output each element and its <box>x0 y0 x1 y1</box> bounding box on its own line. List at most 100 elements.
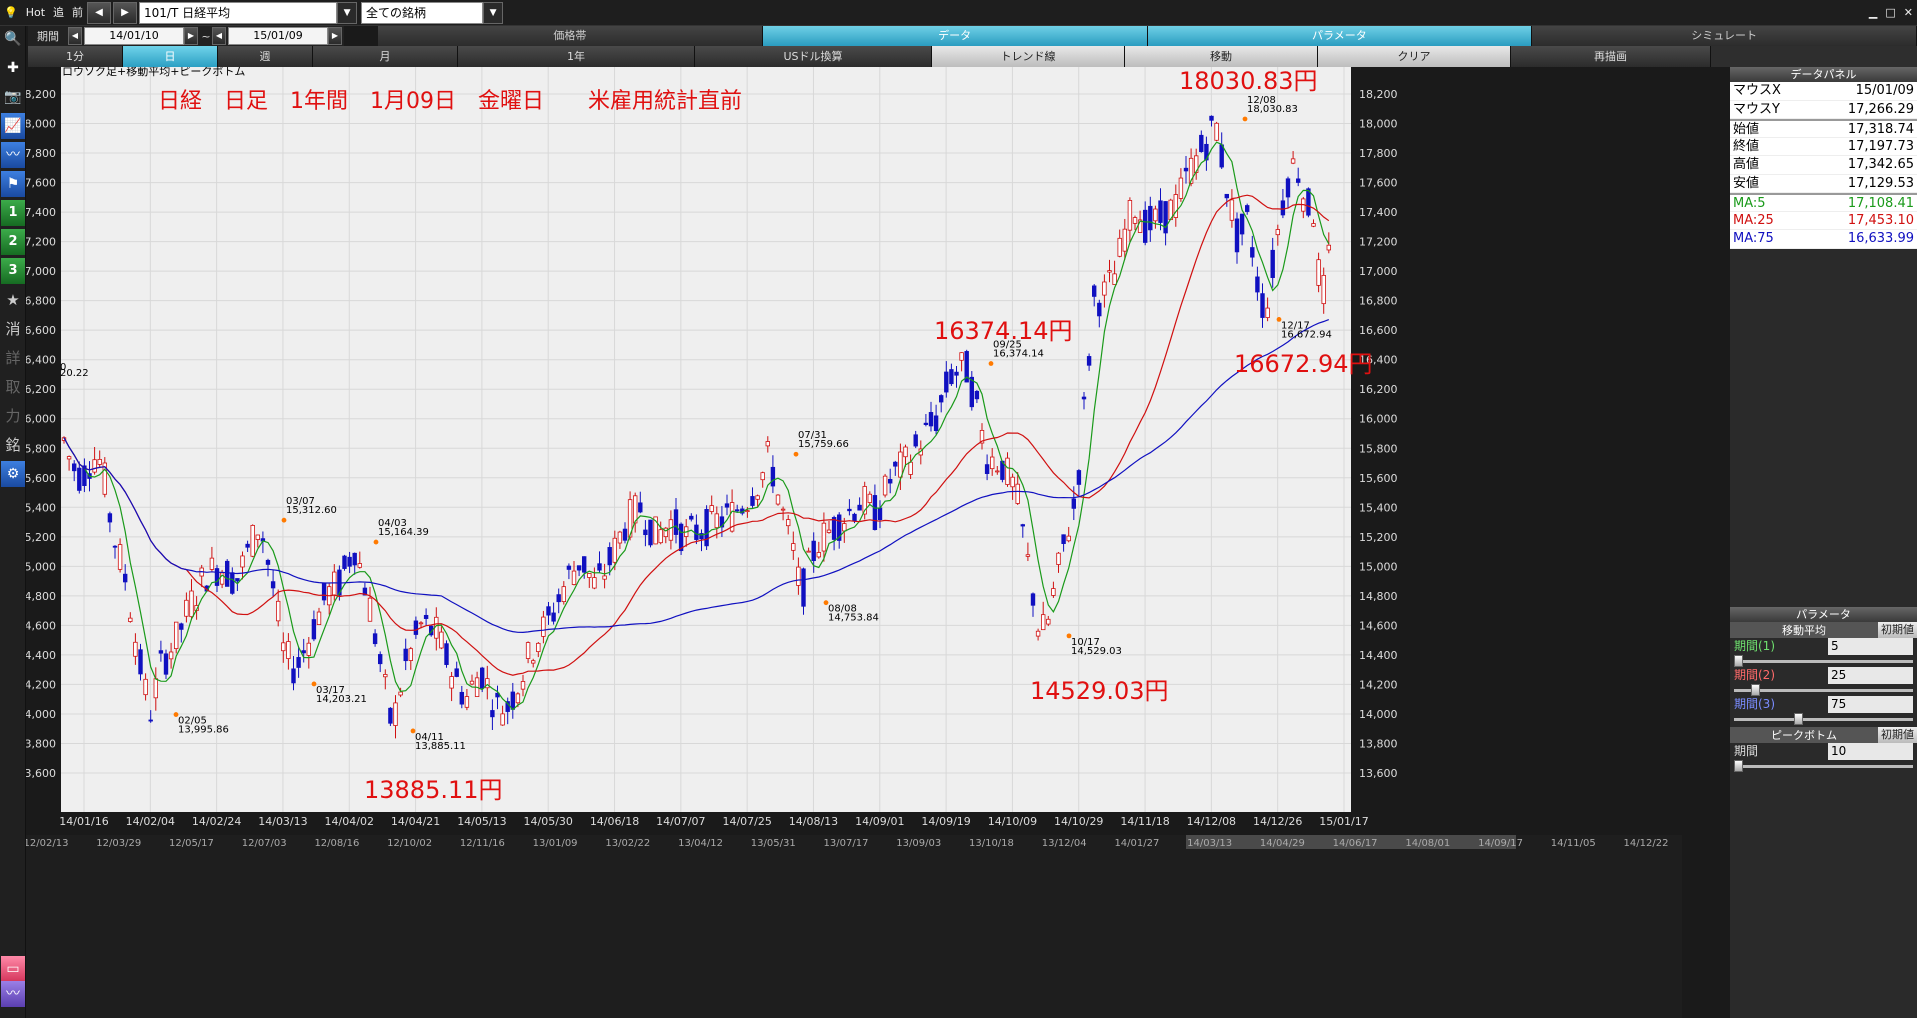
candle-body <box>1173 194 1178 218</box>
pb-reset-button[interactable]: 初期値 <box>1878 727 1917 743</box>
candle-body <box>128 617 133 622</box>
y-tick-label-left: 16,800 <box>26 295 56 308</box>
ma-period-input[interactable]: 75 <box>1828 696 1913 713</box>
candle-body <box>699 533 704 540</box>
candle-body <box>969 376 974 408</box>
side-char-2[interactable]: 詳 <box>5 349 21 367</box>
ma-period-input[interactable]: 25 <box>1828 667 1913 684</box>
subtab-8[interactable]: クリア <box>1318 46 1511 67</box>
candle-body <box>1066 535 1071 542</box>
x-tick-label: 14/12/26 <box>1253 815 1302 828</box>
subtab-6[interactable]: トレンド線 <box>932 46 1125 67</box>
peak-marker <box>1066 633 1072 639</box>
close-icon[interactable]: ✕ <box>1903 5 1913 19</box>
candle-body <box>663 527 668 538</box>
ma-periods: 期間(1) 5 期間(2) 25 期間(3) 75 <box>1730 638 1917 725</box>
y-tick-label-left: 15,400 <box>26 501 56 514</box>
from-date-field[interactable]: 14/01/10 <box>84 27 184 45</box>
prev-button[interactable]: 前 <box>72 5 84 19</box>
data-row: 終値 17,197.73 <box>1730 137 1917 156</box>
subtab-2[interactable]: 週 <box>218 46 313 67</box>
line-chart-icon[interactable]: 〰 <box>1 142 25 168</box>
camera-icon[interactable]: 📷 <box>4 89 22 105</box>
ma-period-row: 期間(3) 75 <box>1730 696 1917 713</box>
to-date-field[interactable]: 15/01/09 <box>228 27 328 45</box>
subtab-5[interactable]: USドル換算 <box>695 46 932 67</box>
preset-1-button[interactable]: 1 <box>1 200 25 226</box>
ma-reset-button[interactable]: 初期値 <box>1878 622 1917 638</box>
data-row-value: 17,197.73 <box>1847 138 1914 154</box>
settings-gear-icon[interactable]: ⚙ <box>1 461 25 487</box>
candle-body <box>1321 274 1326 305</box>
minimize-icon[interactable]: ▁ <box>1868 5 1878 19</box>
overview-tick-label: 14/06/17 <box>1333 838 1378 849</box>
ma-period-input[interactable]: 5 <box>1828 638 1913 655</box>
subtab-9[interactable]: 再描画 <box>1511 46 1711 67</box>
maximize-icon[interactable]: □ <box>1885 5 1896 19</box>
tab-2[interactable]: パラメータ <box>1147 26 1533 46</box>
candle-body <box>602 575 607 580</box>
y-tick-label-right: 13,800 <box>1359 737 1398 750</box>
side-char-4[interactable]: 力 <box>5 407 21 425</box>
preset-3-button[interactable]: 3 <box>1 258 25 284</box>
ma-period-slider[interactable] <box>1734 684 1913 696</box>
side-char-3[interactable]: 取 <box>5 378 21 396</box>
candle-body <box>393 702 398 726</box>
peak-marker <box>373 539 379 545</box>
pb-period-input[interactable]: 10 <box>1828 743 1913 760</box>
next-button[interactable]: 追 <box>53 5 65 19</box>
bulb-icon[interactable]: 💡 <box>4 5 18 19</box>
tab-0[interactable]: 価格帯 <box>378 26 763 46</box>
filter-dropdown-icon[interactable]: ▼ <box>483 1 504 24</box>
overview-window[interactable] <box>1186 835 1516 849</box>
ma-period-slider[interactable] <box>1734 713 1913 725</box>
subtab-4[interactable]: 1年 <box>458 46 695 67</box>
chart-icon[interactable]: 📈 <box>1 113 25 139</box>
from-forward-icon[interactable]: ▶ <box>184 27 198 45</box>
back-arrow-icon[interactable]: ◀ <box>87 1 112 24</box>
pb-period-slider[interactable] <box>1734 760 1913 772</box>
y-tick-label-left: 14,600 <box>26 619 56 632</box>
candle-body <box>653 516 658 545</box>
candle-body <box>230 572 235 594</box>
symbol-field[interactable]: 101/T 日経平均 <box>139 1 338 24</box>
candle-body <box>1107 270 1112 273</box>
tool-purple-icon[interactable]: 〰 <box>1 981 25 1007</box>
symbol-dropdown-icon[interactable]: ▼ <box>337 1 358 24</box>
subtab-1[interactable]: 日 <box>123 46 218 67</box>
ma-period-slider[interactable] <box>1734 655 1913 667</box>
search-icon[interactable]: 🔍 <box>4 31 22 47</box>
candle-body <box>1290 158 1296 164</box>
tool-pink-icon[interactable]: ▭ <box>1 956 25 982</box>
crosshair-icon[interactable]: ✚ <box>7 60 19 76</box>
forward-arrow-icon[interactable]: ▶ <box>113 1 138 24</box>
candle-body <box>255 534 260 540</box>
preset-2-button[interactable]: 2 <box>1 229 25 255</box>
side-char-0[interactable]: ★ <box>6 291 20 309</box>
candle-body <box>143 678 148 696</box>
candlestick-chart[interactable]: 13,600 13,600 13,800 13,800 14,000 14,000 14,2… <box>26 67 1682 1018</box>
subtab-7[interactable]: 移動 <box>1125 46 1318 67</box>
hot-button[interactable]: Hot <box>25 5 46 19</box>
candle-body <box>826 529 832 533</box>
to-forward-icon[interactable]: ▶ <box>328 27 342 45</box>
subtab-3[interactable]: 月 <box>313 46 458 67</box>
from-back-icon[interactable]: ◀ <box>68 27 82 45</box>
candle-body <box>1056 552 1061 565</box>
tab-3[interactable]: シミュレート <box>1532 26 1917 46</box>
side-char-5[interactable]: 銘 <box>5 436 21 454</box>
candle-body <box>500 713 505 726</box>
top-toolbar: 💡 Hot 追 前 ◀ ▶ 101/T 日経平均 ▼ 全ての銘柄 ▼ ▁ □ ✕ <box>0 0 1917 26</box>
candle-body <box>714 513 719 529</box>
subtab-0[interactable]: 1分 <box>28 46 123 67</box>
to-back-icon[interactable]: ◀ <box>212 27 226 45</box>
filter-field[interactable]: 全ての銘柄 <box>361 1 484 24</box>
candles <box>61 115 1331 739</box>
candle-body <box>622 528 628 541</box>
candle-body <box>184 599 189 617</box>
candle-body <box>556 594 561 603</box>
flag-icon[interactable]: ⚑ <box>1 171 25 197</box>
peak-date-label: 12/17 <box>1281 320 1310 331</box>
tab-1[interactable]: データ <box>762 26 1148 46</box>
side-char-1[interactable]: 消 <box>5 320 21 338</box>
